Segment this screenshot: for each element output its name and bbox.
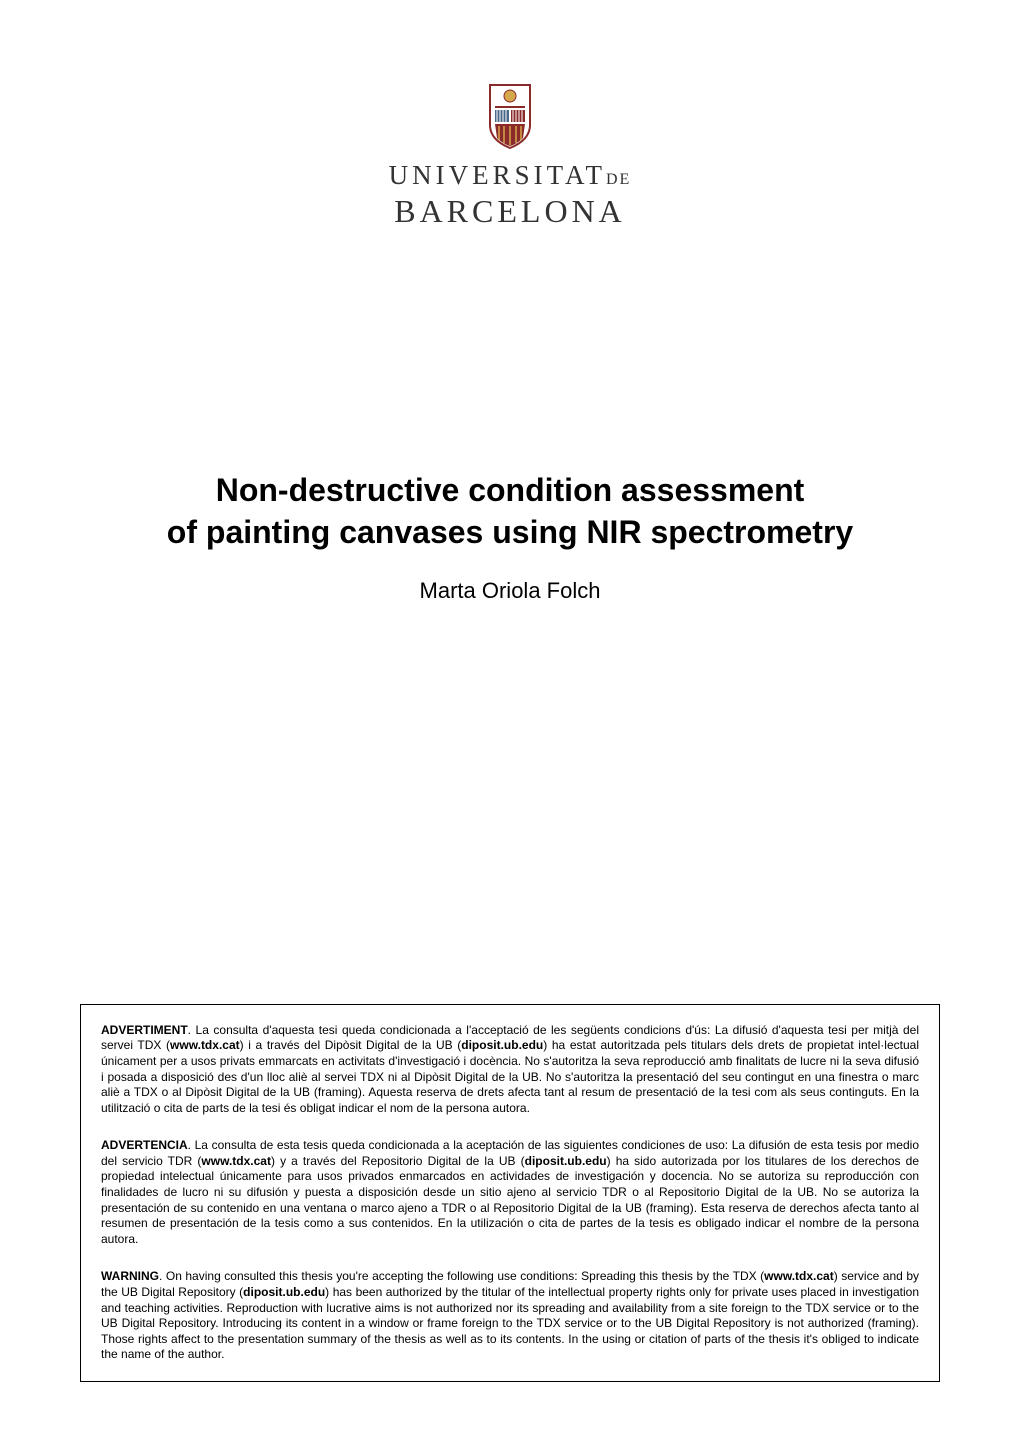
notice-catalan-link1: www.tdx.cat	[170, 1038, 240, 1052]
author-name: Marta Oriola Folch	[60, 578, 960, 604]
notice-english-link2: diposit.ub.edu	[243, 1285, 325, 1299]
thesis-title-line2: of painting canvases using NIR spectrome…	[167, 514, 853, 550]
notice-catalan: ADVERTIMENT. La consulta d'aquesta tesi …	[101, 1023, 919, 1117]
notice-spanish: ADVERTENCIA. La consulta de esta tesis q…	[101, 1138, 919, 1247]
logo-section: UNIVERSITATDE BARCELONA	[60, 80, 960, 230]
notice-english-link1: www.tdx.cat	[764, 1269, 834, 1283]
notice-english-text1: . On having consulted this thesis you're…	[159, 1269, 764, 1283]
notice-english-heading: WARNING	[101, 1269, 159, 1283]
notice-spanish-link1: www.tdx.cat	[201, 1154, 271, 1168]
notice-spanish-heading: ADVERTENCIA	[101, 1138, 188, 1152]
university-shield-icon	[485, 80, 535, 150]
university-name-text: UNIVERSITAT	[389, 160, 606, 190]
notice-catalan-heading: ADVERTIMENT	[101, 1023, 188, 1037]
notice-catalan-text2: ) i a través del Dipòsit Digital de la U…	[240, 1038, 462, 1052]
notice-catalan-link2: diposit.ub.edu	[461, 1038, 543, 1052]
notice-spanish-text2: ) y a través del Repositorio Digital de …	[271, 1154, 525, 1168]
notice-spanish-link2: diposit.ub.edu	[525, 1154, 607, 1168]
title-section: Non-destructive condition assessment of …	[60, 470, 960, 604]
university-name: UNIVERSITATDE	[60, 160, 960, 191]
notice-english: WARNING. On having consulted this thesis…	[101, 1269, 919, 1363]
notice-box: ADVERTIMENT. La consulta d'aquesta tesi …	[80, 1004, 940, 1382]
thesis-title: Non-destructive condition assessment of …	[60, 470, 960, 553]
university-city: BARCELONA	[60, 193, 960, 230]
university-name-suffix: DE	[606, 171, 631, 188]
thesis-title-line1: Non-destructive condition assessment	[216, 472, 805, 508]
